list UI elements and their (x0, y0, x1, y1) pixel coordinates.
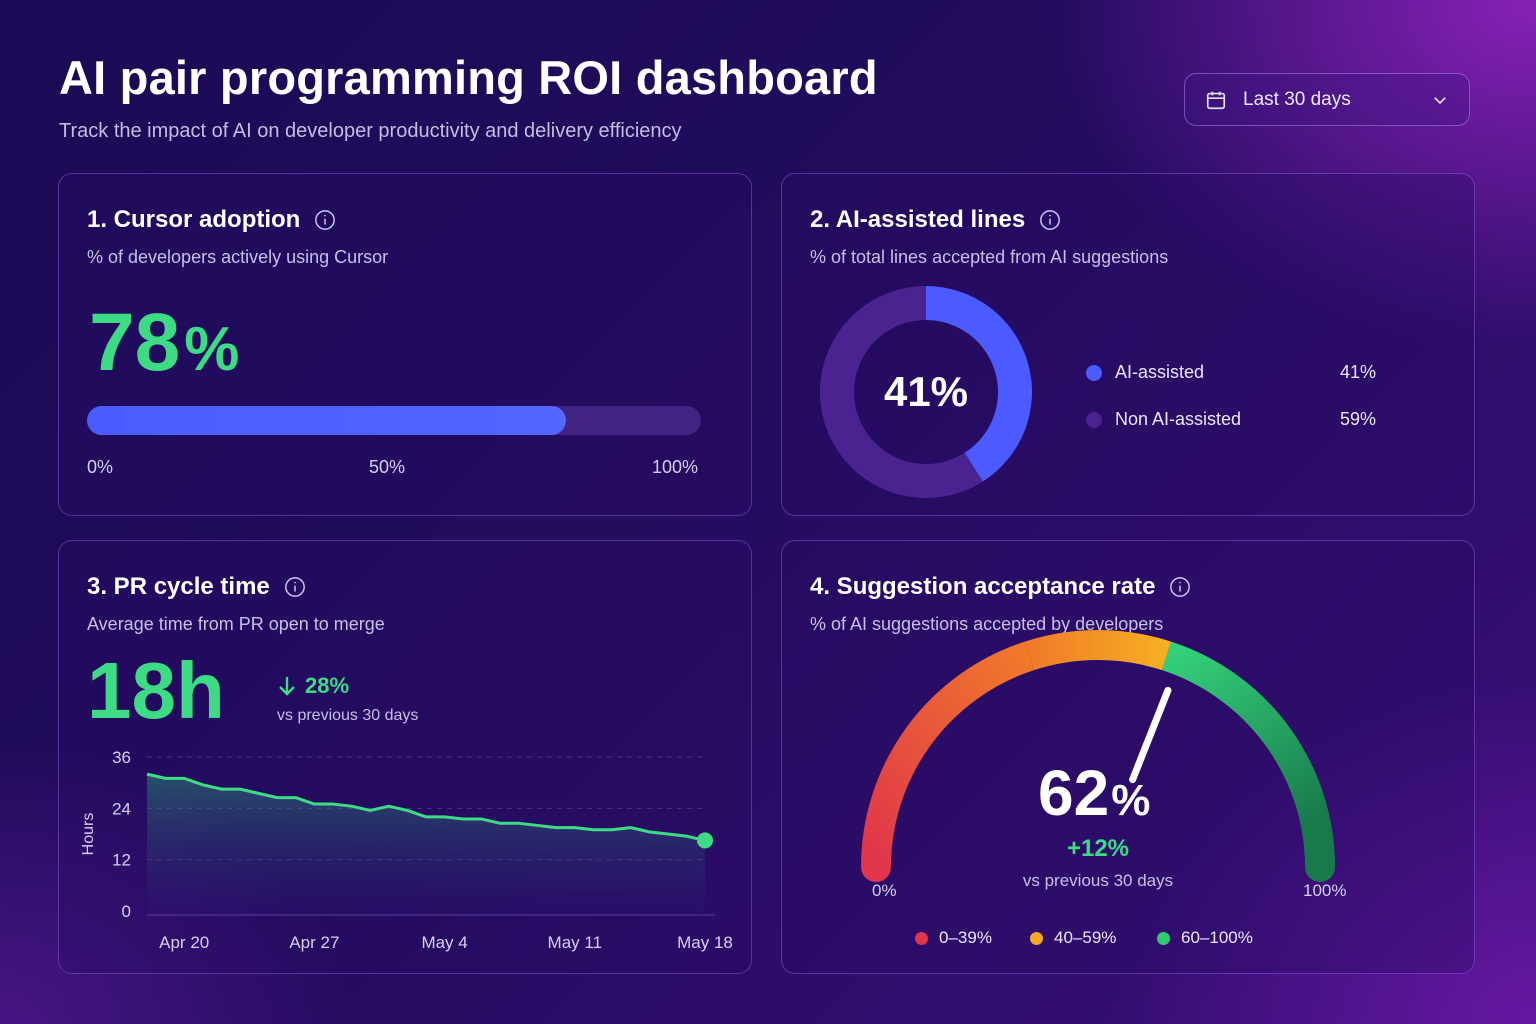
adoption-progress-bar (87, 406, 701, 435)
info-icon[interactable] (1169, 576, 1191, 598)
donut-chart (820, 286, 1032, 498)
donut-slice-non-ai-assisted (820, 286, 983, 498)
donut-center-value: 41% (883, 368, 969, 415)
legend-label: 40–59% (1054, 928, 1117, 947)
x-tick-label: May 11 (548, 933, 603, 952)
suggestion-acceptance-card: 4. Suggestion acceptance rate % of AI su… (781, 540, 1475, 974)
delta-caption: vs previous 30 days (277, 707, 419, 724)
card-title: 3. PR cycle time (87, 573, 270, 600)
pr-cycle-delta: 28% (277, 673, 349, 699)
legend-item-ai-assisted: AI-assisted (1086, 362, 1204, 383)
legend-dot (915, 931, 928, 945)
acceptance-gauge (861, 630, 1335, 882)
gauge-legend-low: 0–39% (915, 928, 992, 948)
gauge-band-low (861, 641, 1035, 868)
legend-dot (1086, 364, 1102, 381)
y-tick-label: 36 (112, 748, 131, 767)
card-subtitle: % of total lines accepted from AI sugges… (810, 247, 1169, 267)
progress-tick-0: 0% (87, 457, 114, 477)
y-tick-label: 0 (122, 902, 131, 921)
x-tick-label: May 18 (677, 933, 733, 952)
legend-label: Non AI-assisted (1115, 409, 1242, 429)
adoption-progress-fill (87, 406, 566, 435)
arrow-down-icon (279, 677, 295, 696)
gauge-legend-high: 60–100% (1157, 928, 1253, 948)
gauge-needle (1129, 686, 1172, 784)
gauge-max-label: 100% (1303, 881, 1347, 900)
acceptance-value: 62% (1038, 761, 1150, 833)
legend-label: 0–39% (939, 928, 992, 947)
gauge-min-label: 0% (872, 881, 897, 900)
card-title: 4. Suggestion acceptance rate (810, 573, 1156, 600)
pr-cycle-value: 18h (87, 646, 225, 735)
acceptance-delta-caption: vs previous 30 days (1022, 871, 1174, 890)
legend-label: 60–100% (1181, 928, 1253, 947)
chevron-down-icon (1434, 96, 1446, 104)
x-tick-label: Apr 27 (289, 933, 339, 952)
legend-value: 41% (1340, 362, 1377, 382)
delta-value: 28% (305, 673, 350, 698)
progress-tick-50: 50% (369, 457, 406, 477)
date-range-label: Last 30 days (1243, 88, 1351, 110)
acceptance-delta: +12% (1066, 835, 1130, 862)
info-icon[interactable] (314, 209, 336, 231)
card-subtitle: % of developers actively using Cursor (87, 247, 389, 267)
last-point (697, 832, 713, 849)
card-subtitle: % of AI suggestions accepted by develope… (810, 614, 1164, 634)
pr-cycle-line-chart: 36 24 12 0 Hours Apr 20 Apr 27 May 4 May 11 May 1… (80, 748, 733, 952)
card-subtitle: Average time from PR open to merge (87, 614, 385, 634)
card-title: 1. Cursor adoption (87, 206, 301, 233)
adoption-unit: % (184, 315, 240, 384)
gauge-band-high (1161, 641, 1335, 868)
legend-dot (1030, 931, 1043, 945)
legend-dot (1086, 411, 1102, 428)
y-axis-label: Hours (80, 813, 97, 856)
gauge-end-cap (1305, 852, 1335, 882)
cursor-adoption-card: 1. Cursor adoption % of developers activ… (58, 173, 752, 516)
pr-cycle-line (146, 772, 706, 842)
progress-tick-100: 100% (652, 457, 699, 477)
legend-label: AI-assisted (1115, 362, 1205, 382)
acceptance-unit: % (1111, 776, 1151, 825)
gauge-end-cap (861, 852, 891, 882)
x-tick-label: Apr 20 (159, 933, 209, 952)
card-title: 2. AI-assisted lines (810, 206, 1026, 233)
ai-assisted-lines-card: 2. AI-assisted lines % of total lines ac… (781, 173, 1475, 516)
acceptance-number: 62 (1038, 757, 1110, 829)
x-tick-label: May 4 (421, 933, 467, 952)
page-title: AI pair programming ROI dashboard (59, 51, 878, 104)
legend-dot (1157, 931, 1170, 945)
legend-item-non-ai-assisted: Non AI-assisted (1086, 409, 1241, 430)
info-icon[interactable] (284, 576, 306, 598)
pr-cycle-time-card: 3. PR cycle time Average time from PR op… (58, 540, 752, 974)
info-icon[interactable] (1039, 209, 1061, 231)
y-tick-label: 12 (112, 851, 131, 870)
calendar-icon (1206, 91, 1226, 109)
y-tick-label: 24 (112, 799, 131, 818)
gauge-legend-mid: 40–59% (1030, 928, 1116, 948)
donut-slice-ai-assisted (926, 286, 1032, 482)
area-fill (147, 774, 705, 915)
legend-value: 59% (1340, 409, 1377, 429)
adoption-value: 78% (89, 302, 239, 391)
date-range-select[interactable]: Last 30 days (1184, 73, 1470, 126)
gauge-band-mid (1024, 630, 1172, 671)
adoption-number: 78 (89, 297, 181, 388)
page-subtitle: Track the impact of AI on developer prod… (59, 120, 682, 142)
